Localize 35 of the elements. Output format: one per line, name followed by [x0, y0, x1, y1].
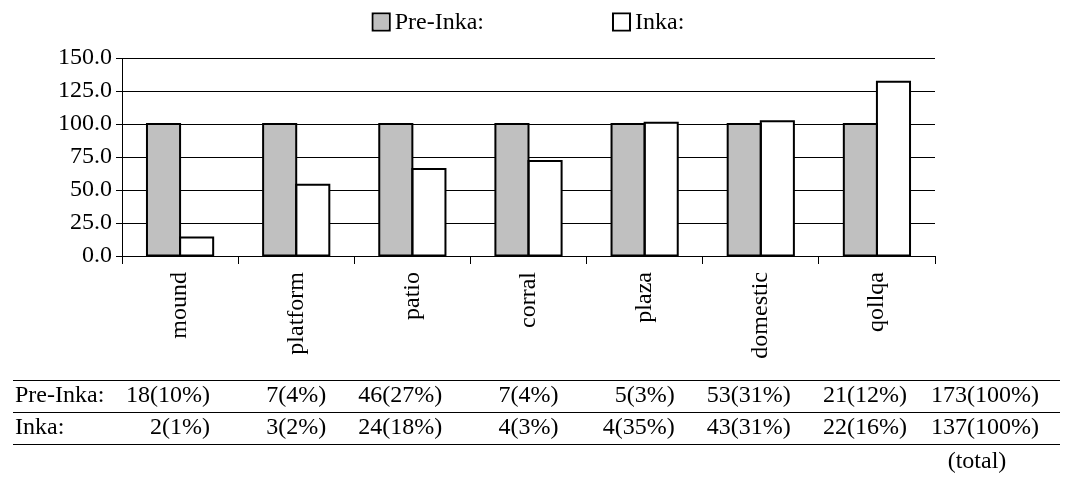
text: 7(4%): [266, 381, 327, 408]
x-tick-label: patio: [397, 272, 424, 320]
text: 24(18%): [358, 413, 443, 440]
text: 173(100%): [931, 381, 1039, 408]
x-tick-label: mound: [165, 272, 192, 339]
text: 43(31%): [706, 413, 791, 440]
text: 4(35%): [602, 413, 675, 440]
legend-label: Pre-Inka:: [394, 8, 484, 35]
text: 18(10%): [126, 381, 211, 408]
x-tick-label: domestic: [746, 272, 773, 359]
text: Inka:: [15, 413, 65, 440]
y-tick-label: 25.0: [70, 208, 112, 235]
legend-label: Inka:: [634, 8, 685, 35]
x-tick-label: qollqa: [862, 271, 889, 332]
x-tick-label: plaza: [629, 271, 656, 323]
y-tick-label: 75.0: [70, 142, 112, 169]
text: 4(3%): [498, 413, 559, 440]
text: (total): [947, 447, 1007, 474]
text: 53(31%): [706, 381, 791, 408]
y-tick-label: 125.0: [58, 76, 112, 103]
text: 3(2%): [266, 413, 327, 440]
text: 5(3%): [614, 381, 675, 408]
text: 21(12%): [822, 381, 907, 408]
y-tick-label: 50.0: [70, 175, 112, 202]
text: 7(4%): [498, 381, 559, 408]
y-tick-label: 150.0: [58, 43, 112, 70]
text: 22(16%): [822, 413, 907, 440]
text: 137(100%): [931, 413, 1039, 440]
y-tick-label: 0.0: [82, 241, 112, 268]
text: Pre-Inka:: [15, 381, 105, 408]
y-tick-label: 100.0: [58, 109, 112, 136]
text: 46(27%): [358, 381, 443, 408]
x-tick-label: corral: [513, 271, 540, 328]
x-tick-label: platform: [281, 271, 308, 355]
text: 2(1%): [150, 413, 211, 440]
